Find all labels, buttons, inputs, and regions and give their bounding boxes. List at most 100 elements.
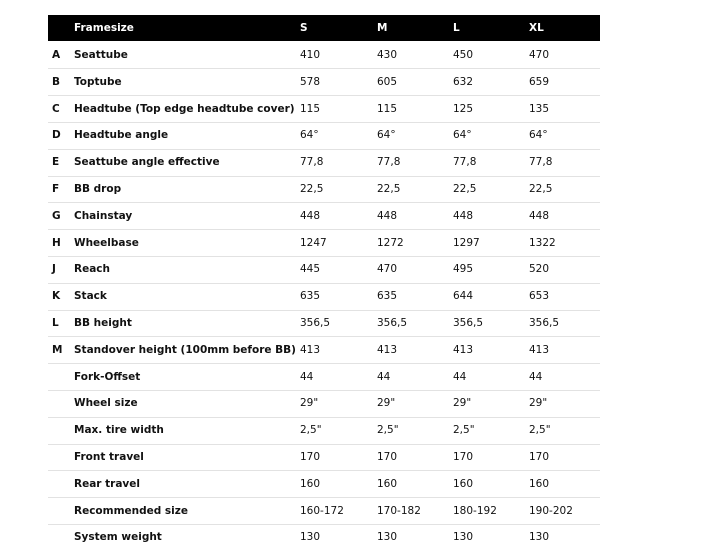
cell: 190-202 (529, 504, 573, 517)
cell: 356,5 (453, 317, 484, 329)
cell: 413 (300, 343, 321, 356)
cell: 410 (300, 49, 321, 61)
row-letter: A (52, 49, 61, 61)
cell: 170 (377, 451, 398, 463)
cell: 413 (453, 343, 474, 356)
cell: 115 (300, 102, 321, 115)
row-letter: M (52, 343, 63, 356)
cell: 64° (377, 129, 396, 142)
row-separator (48, 283, 600, 284)
row-separator (48, 310, 600, 311)
cell: 160 (453, 477, 474, 490)
row-label: Standover height (100mm before BB) (74, 343, 296, 356)
cell: 450 (453, 49, 474, 61)
cell: 632 (453, 75, 474, 88)
cell: 44 (377, 370, 391, 383)
cell: 2,5" (377, 424, 399, 437)
cell: 2,5" (529, 424, 551, 437)
cell: 64° (453, 129, 472, 142)
row-letter: E (52, 156, 60, 169)
cell: 470 (377, 263, 398, 276)
cell: 605 (377, 75, 398, 88)
cell: 130 (300, 531, 321, 544)
cell: 77,8 (377, 156, 401, 169)
row-separator (48, 122, 600, 123)
cell: 77,8 (529, 156, 553, 169)
cell: 160 (300, 477, 321, 490)
cell: 77,8 (300, 156, 324, 169)
cell: 1322 (529, 236, 556, 249)
row-separator (48, 363, 600, 364)
row-label: Front travel (74, 451, 144, 463)
cell: 578 (300, 75, 321, 88)
row-separator (48, 229, 600, 230)
cell: 659 (529, 75, 550, 88)
row-letter: K (52, 290, 61, 303)
cell: 22,5 (453, 183, 477, 195)
cell: 356,5 (529, 317, 560, 329)
row-separator (48, 176, 600, 177)
cell: 1247 (300, 236, 327, 249)
cell: 29" (529, 397, 548, 410)
cell: 22,5 (529, 183, 553, 195)
cell: 430 (377, 49, 398, 61)
cell: 22,5 (300, 183, 324, 195)
cell: 445 (300, 263, 321, 276)
row-separator (48, 390, 600, 391)
cell: 448 (453, 209, 474, 222)
cell: 495 (453, 263, 474, 276)
cell: 77,8 (453, 156, 477, 169)
row-letter: C (52, 102, 60, 115)
cell: 64° (529, 129, 548, 142)
row-separator (48, 497, 600, 498)
cell: 1272 (377, 236, 404, 249)
cell: 644 (453, 290, 474, 303)
row-separator (48, 256, 600, 257)
cell: 448 (377, 209, 398, 222)
row-separator (48, 470, 600, 471)
row-letter: B (52, 75, 61, 88)
row-label: System weight (74, 531, 162, 544)
cell: 160 (529, 477, 550, 490)
cell: 130 (529, 531, 550, 544)
cell: 413 (529, 343, 550, 356)
header-cell: S (300, 22, 308, 34)
row-separator (48, 444, 600, 445)
cell: 356,5 (300, 317, 331, 329)
row-label: Seattube angle effective (74, 156, 220, 169)
cell: 125 (453, 102, 474, 115)
row-letter: D (52, 129, 61, 142)
header-bar (48, 15, 600, 41)
row-label: Toptube (74, 75, 122, 88)
row-separator (48, 149, 600, 150)
cell: 170 (300, 451, 321, 463)
row-separator (48, 336, 600, 337)
row-label: BB drop (74, 183, 122, 195)
cell: 470 (529, 49, 550, 61)
cell: 520 (529, 263, 550, 276)
row-separator (48, 524, 600, 525)
header-cell: M (377, 22, 388, 34)
cell: 180-192 (453, 504, 497, 517)
row-label: Chainstay (74, 209, 133, 222)
cell: 653 (529, 290, 550, 303)
cell: 160-172 (300, 504, 344, 517)
cell: 22,5 (377, 183, 401, 195)
cell: 44 (300, 370, 314, 383)
cell: 130 (377, 531, 398, 544)
cell: 356,5 (377, 317, 408, 329)
cell: 170-182 (377, 504, 421, 517)
cell: 135 (529, 102, 550, 115)
cell: 115 (377, 102, 398, 115)
row-separator (48, 68, 600, 69)
row-separator (48, 95, 600, 96)
cell: 29" (300, 397, 319, 410)
row-separator (48, 417, 600, 418)
row-letter: F (52, 183, 60, 195)
row-separator (48, 202, 600, 203)
cell: 170 (453, 451, 474, 463)
row-label: Wheelbase (74, 236, 139, 249)
cell: 130 (453, 531, 474, 544)
cell: 2,5" (300, 424, 322, 437)
row-label: BB height (74, 317, 132, 329)
